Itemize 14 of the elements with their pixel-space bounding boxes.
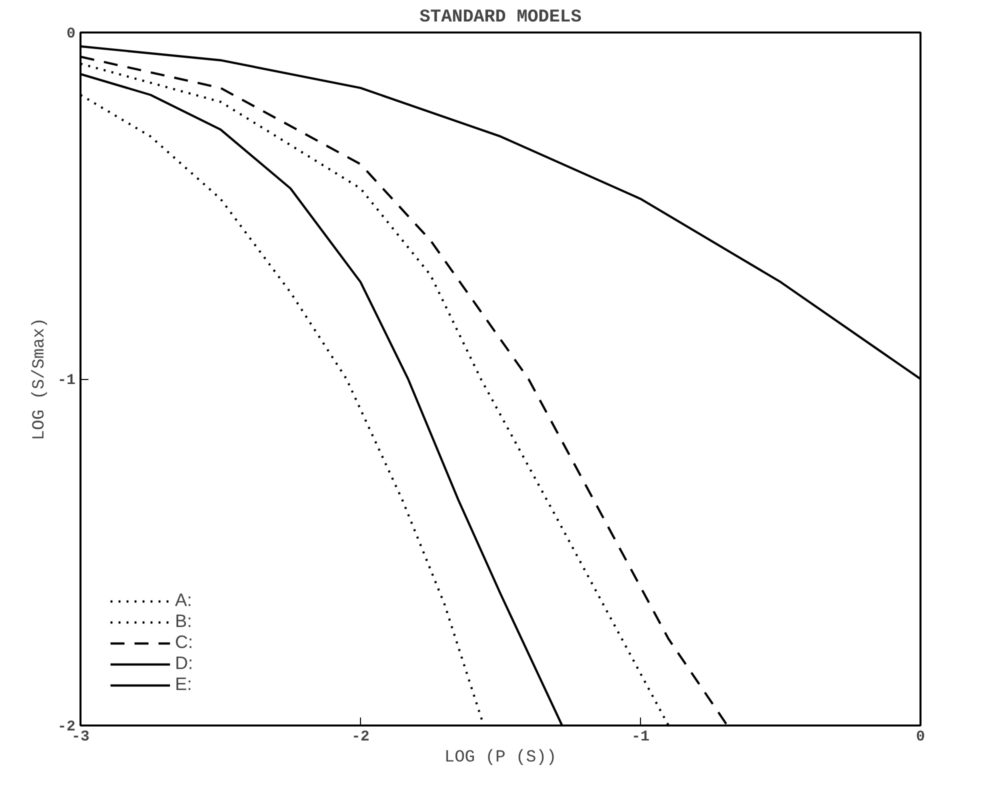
y-axis-title: LOG (S/Smax) xyxy=(30,318,50,440)
line-series xyxy=(80,72,564,726)
x-axis-title: LOG (P (S)) xyxy=(444,748,557,768)
y-tick-label: -1 xyxy=(57,372,76,389)
legend-label: D: xyxy=(175,653,194,674)
chart-title: STANDARD MODELS xyxy=(419,8,582,28)
legend-label: B: xyxy=(175,611,194,632)
y-tick-label: 0 xyxy=(66,26,76,42)
legend-label: A: xyxy=(175,590,194,611)
legend-label: C: xyxy=(175,632,194,653)
x-tick-label: -2 xyxy=(352,728,370,746)
x-tick-label: -1 xyxy=(632,728,650,746)
x-tick-label: 0 xyxy=(916,728,926,746)
legend-label: E: xyxy=(175,674,194,695)
